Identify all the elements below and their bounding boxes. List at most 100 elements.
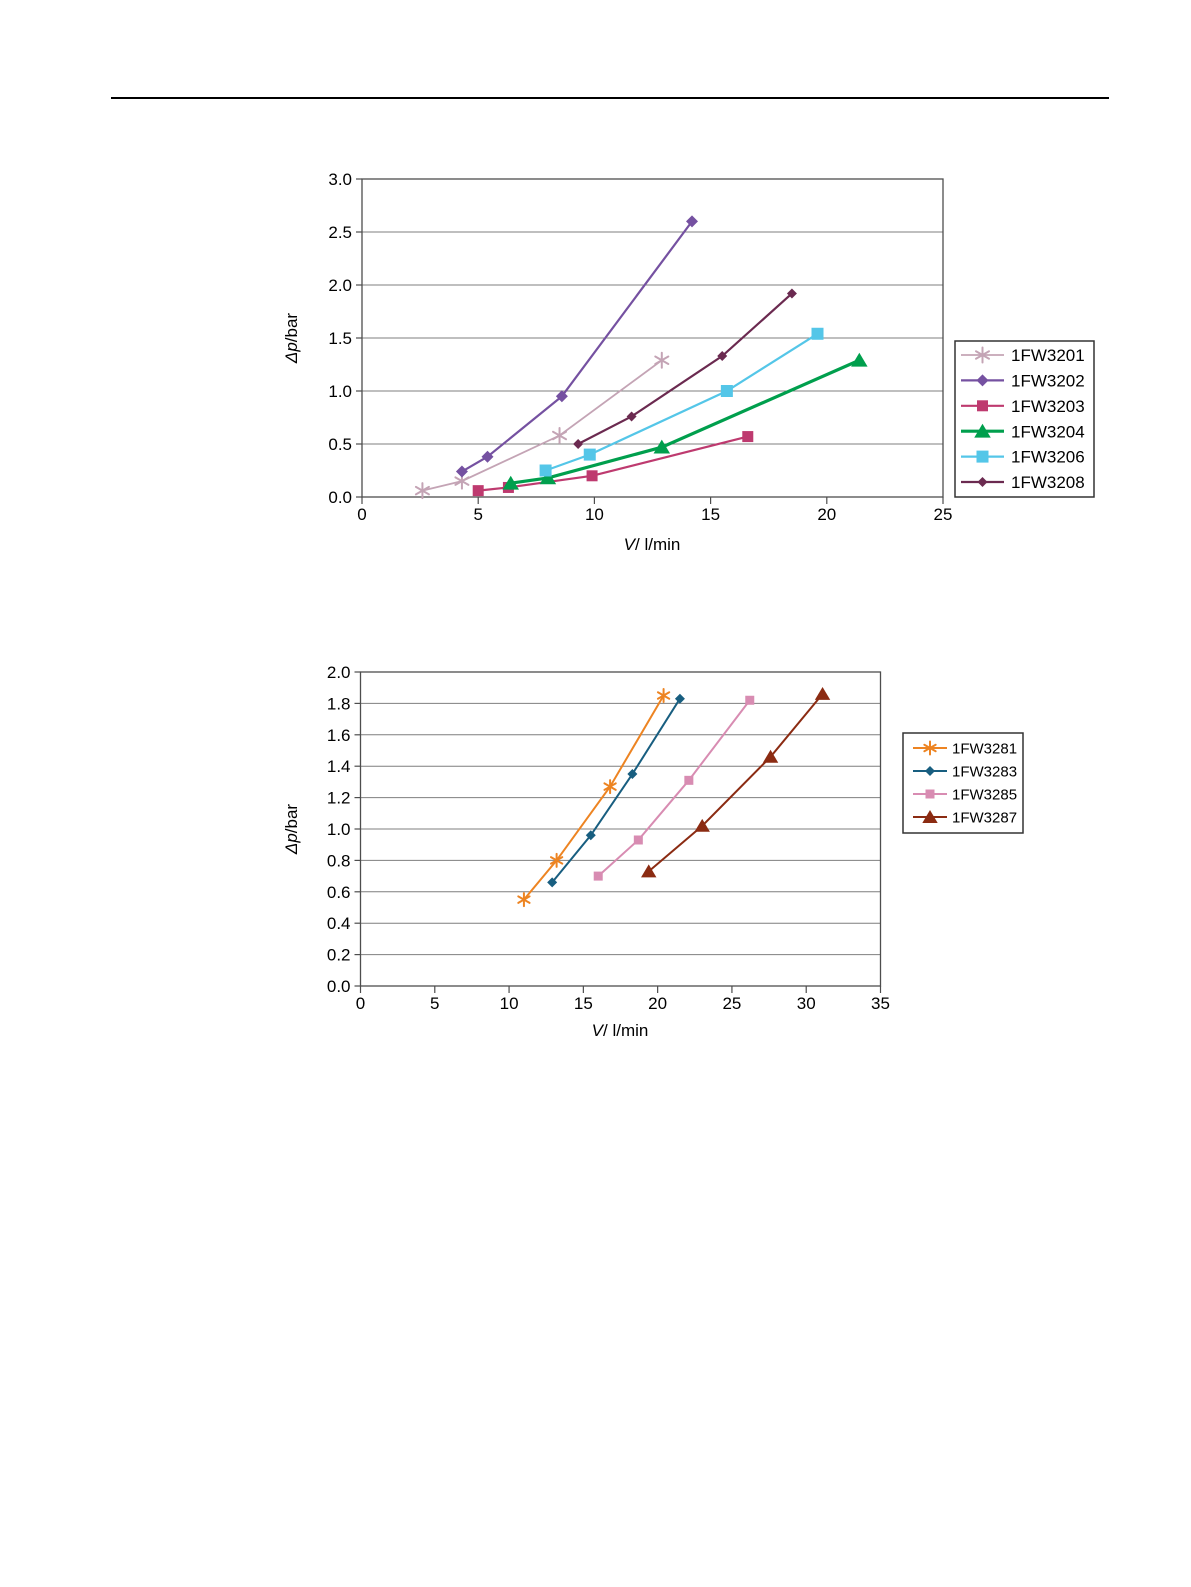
legend-marker-1FW3206 [976, 450, 989, 463]
series-marker-1FW3202 [455, 465, 468, 478]
series-marker-1FW3206 [720, 385, 733, 397]
series-marker-1FW3201 [454, 476, 470, 486]
series-marker-1FW3281 [549, 856, 564, 865]
y-axis-title: Δp/bar [282, 804, 301, 856]
series-marker-1FW3283 [585, 830, 596, 841]
y-tick-label: 1.4 [327, 757, 351, 776]
series-marker-1FW3203 [742, 431, 754, 443]
series-marker-1FW3287 [814, 686, 831, 700]
y-tick-label: 0.2 [327, 946, 351, 965]
x-tick-label: 30 [797, 994, 816, 1013]
x-tick-label: 25 [722, 994, 741, 1013]
x-axis-title: V/ l/min [592, 1021, 649, 1040]
legend-marker-1FW3208 [977, 477, 988, 487]
legend-marker-1FW3281 [923, 743, 937, 753]
series-marker-1FW3204 [539, 470, 557, 485]
legend-label-1FW3283: 1FW3283 [952, 763, 1017, 780]
x-tick-label: 20 [817, 505, 836, 524]
y-tick-label: 1.5 [328, 329, 352, 348]
y-tick-label: 0.0 [327, 977, 351, 996]
legend-marker-1FW3287 [922, 810, 938, 823]
x-tick-label: 10 [500, 994, 519, 1013]
legend-label-1FW3281: 1FW3281 [952, 740, 1017, 757]
x-axis-title: V/ l/min [624, 535, 681, 554]
series-marker-1FW3208 [717, 351, 728, 362]
y-tick-label: 3.0 [328, 170, 352, 189]
series-line-1FW3208 [577, 292, 793, 445]
legend-label-1FW3206: 1FW3206 [1011, 448, 1085, 467]
plot-border [361, 178, 944, 498]
series-marker-1FW3201 [552, 430, 568, 441]
series-line-1FW3283 [551, 698, 681, 884]
x-tick-label: 10 [585, 505, 604, 524]
y-tick-label: 0.6 [327, 883, 351, 902]
series-line-1FW3202 [461, 220, 693, 473]
x-tick-label: 25 [934, 505, 953, 524]
series-marker-1FW3202 [481, 450, 494, 463]
legend-label-1FW3208: 1FW3208 [1011, 473, 1085, 492]
y-tick-label: 1.0 [327, 820, 351, 839]
y-tick-label: 2.5 [328, 223, 352, 242]
legend-marker-1FW3204 [974, 423, 991, 438]
legend-label-1FW3287: 1FW3287 [952, 809, 1017, 826]
legend-label-1FW3201: 1FW3201 [1011, 346, 1085, 365]
legend-label-1FW3285: 1FW3285 [952, 786, 1017, 803]
series-marker-1FW3204 [653, 439, 671, 454]
series-marker-1FW3281 [603, 782, 617, 791]
series-line-1FW3201 [422, 359, 663, 492]
series-line-1FW3206 [545, 332, 819, 472]
series-marker-1FW3204 [851, 352, 868, 367]
x-tick-label: 15 [701, 505, 720, 524]
legend-marker-1FW3285 [925, 789, 935, 799]
series-marker-1FW3203 [586, 470, 598, 482]
series-marker-1FW3285 [684, 775, 694, 785]
y-axis-title: Δp/bar [282, 313, 301, 365]
series-marker-1FW3283 [627, 769, 638, 780]
series-marker-1FW3281 [517, 895, 531, 904]
series-marker-1FW3206 [539, 464, 552, 477]
y-tick-label: 1.6 [327, 726, 351, 745]
series-marker-1FW3283 [674, 693, 685, 704]
legend-marker-1FW3283 [925, 766, 935, 776]
series-marker-1FW3285 [593, 871, 603, 881]
x-tick-label: 0 [357, 505, 366, 524]
series-marker-1FW3202 [555, 390, 568, 403]
series-marker-1FW3206 [583, 448, 596, 461]
header-rule [111, 97, 1109, 99]
y-tick-label: 1.2 [327, 789, 351, 808]
series-line-1FW3285 [597, 699, 751, 877]
x-tick-label: 0 [356, 994, 365, 1013]
y-tick-label: 2.0 [327, 663, 351, 682]
x-tick-label: 5 [473, 505, 482, 524]
series-line-1FW3287 [648, 693, 824, 873]
x-tick-label: 5 [430, 994, 439, 1013]
y-tick-label: 0.5 [328, 435, 352, 454]
x-tick-label: 35 [871, 994, 890, 1013]
legend-box [954, 340, 1095, 498]
legend-marker-1FW3201 [974, 350, 991, 360]
series-marker-1FW3281 [656, 691, 671, 700]
series-marker-1FW3204 [502, 475, 519, 490]
legend-label-1FW3204: 1FW3204 [1011, 422, 1085, 441]
series-marker-1FW3285 [745, 695, 755, 705]
x-tick-label: 20 [648, 994, 667, 1013]
series-marker-1FW3201 [654, 355, 670, 366]
legend-label-1FW3203: 1FW3203 [1011, 397, 1085, 416]
series-marker-1FW3287 [762, 749, 779, 763]
series-marker-1FW3283 [547, 877, 558, 888]
x-tick-label: 15 [574, 994, 593, 1013]
legend-label-1FW3202: 1FW3202 [1011, 372, 1085, 391]
legend-marker-1FW3202 [976, 374, 989, 387]
series-marker-1FW3208 [786, 288, 797, 299]
y-tick-label: 0.0 [328, 488, 352, 507]
y-tick-label: 1.0 [328, 382, 352, 401]
series-marker-1FW3203 [472, 485, 484, 497]
series-marker-1FW3208 [573, 439, 584, 449]
series-marker-1FW3202 [686, 215, 699, 228]
series-line-1FW3281 [523, 695, 665, 901]
series-marker-1FW3285 [633, 835, 643, 845]
plot-border [359, 671, 882, 987]
